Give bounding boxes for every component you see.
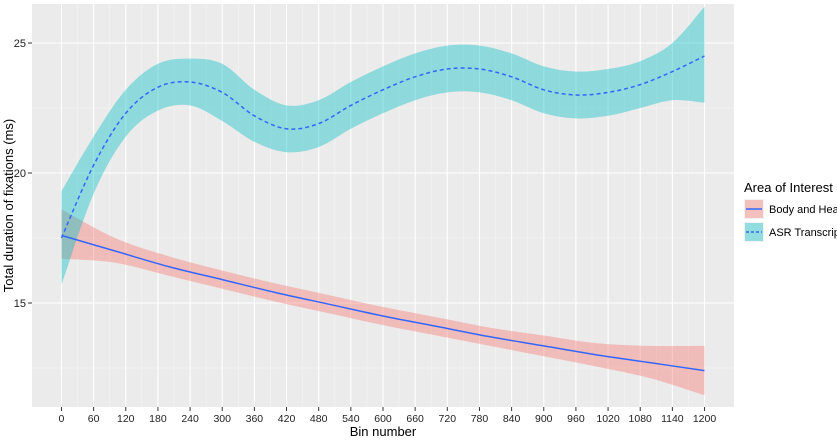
legend-label: Body and Head: [769, 204, 837, 216]
y-tick-label: 25: [14, 38, 26, 50]
x-tick-label: 1020: [596, 413, 620, 425]
x-tick-label: 780: [471, 413, 489, 425]
x-tick-label: 0: [59, 413, 65, 425]
series-line-0: [61, 234, 705, 372]
series-line-1: [60, 55, 705, 239]
x-tick-label: 240: [181, 413, 199, 425]
y-axis-label: Total duration of fixations (ms): [1, 119, 16, 292]
confidence-band-0: [61, 209, 705, 396]
y-tick-label: 20: [14, 168, 26, 180]
x-tick-label: 60: [88, 413, 100, 425]
confidence-band-1: [61, 6, 705, 285]
x-tick-label: 540: [342, 413, 360, 425]
x-tick-label: 480: [310, 413, 328, 425]
legend-label: ASR Transcript: [769, 227, 837, 239]
y-tick-label: 15: [14, 298, 26, 310]
x-tick-label: 300: [213, 413, 231, 425]
x-tick-label: 180: [149, 413, 167, 425]
x-tick-label: 960: [567, 413, 585, 425]
x-tick-label: 360: [246, 413, 264, 425]
x-tick-label: 120: [117, 413, 135, 425]
x-tick-label: 720: [439, 413, 457, 425]
x-tick-label: 600: [374, 413, 392, 425]
x-tick-label: 1200: [693, 413, 717, 425]
x-tick-label: 900: [535, 413, 553, 425]
x-tick-label: 420: [278, 413, 296, 425]
x-tick-label: 1140: [661, 413, 684, 425]
x-axis-label: Bin number: [350, 424, 417, 439]
x-tick-label: 660: [406, 413, 424, 425]
legend-title: Area of Interest: [744, 180, 833, 195]
x-tick-label: 1080: [629, 413, 653, 425]
x-tick-label: 840: [503, 413, 521, 425]
